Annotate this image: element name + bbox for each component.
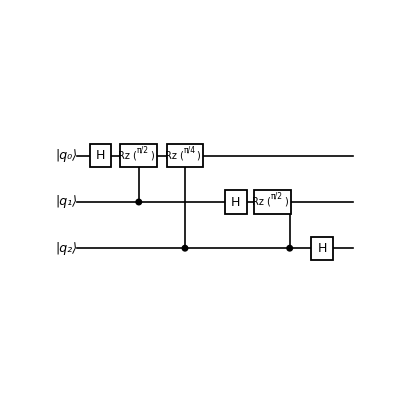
Bar bbox=[225, 190, 246, 214]
Text: π/2: π/2 bbox=[271, 192, 283, 201]
Text: ): ) bbox=[197, 151, 200, 161]
Text: π/4: π/4 bbox=[184, 146, 196, 155]
Text: ): ) bbox=[284, 197, 288, 207]
Circle shape bbox=[287, 246, 292, 251]
Text: |q₀⟩: |q₀⟩ bbox=[55, 149, 78, 162]
Bar bbox=[166, 144, 204, 167]
Text: Rz (: Rz ( bbox=[118, 151, 137, 161]
Text: ): ) bbox=[150, 151, 154, 161]
Circle shape bbox=[136, 199, 142, 205]
Text: H: H bbox=[231, 196, 240, 208]
Text: H: H bbox=[317, 242, 327, 255]
Circle shape bbox=[182, 246, 188, 251]
Text: π/2: π/2 bbox=[137, 146, 149, 155]
Text: Rz (: Rz ( bbox=[164, 151, 184, 161]
Text: |q₁⟩: |q₁⟩ bbox=[55, 196, 78, 208]
Bar bbox=[120, 144, 157, 167]
Text: H: H bbox=[96, 149, 105, 162]
Bar bbox=[90, 144, 111, 167]
Text: Rz (: Rz ( bbox=[252, 197, 271, 207]
Bar bbox=[254, 190, 291, 214]
Text: |q₂⟩: |q₂⟩ bbox=[55, 242, 78, 255]
Bar bbox=[311, 237, 333, 260]
